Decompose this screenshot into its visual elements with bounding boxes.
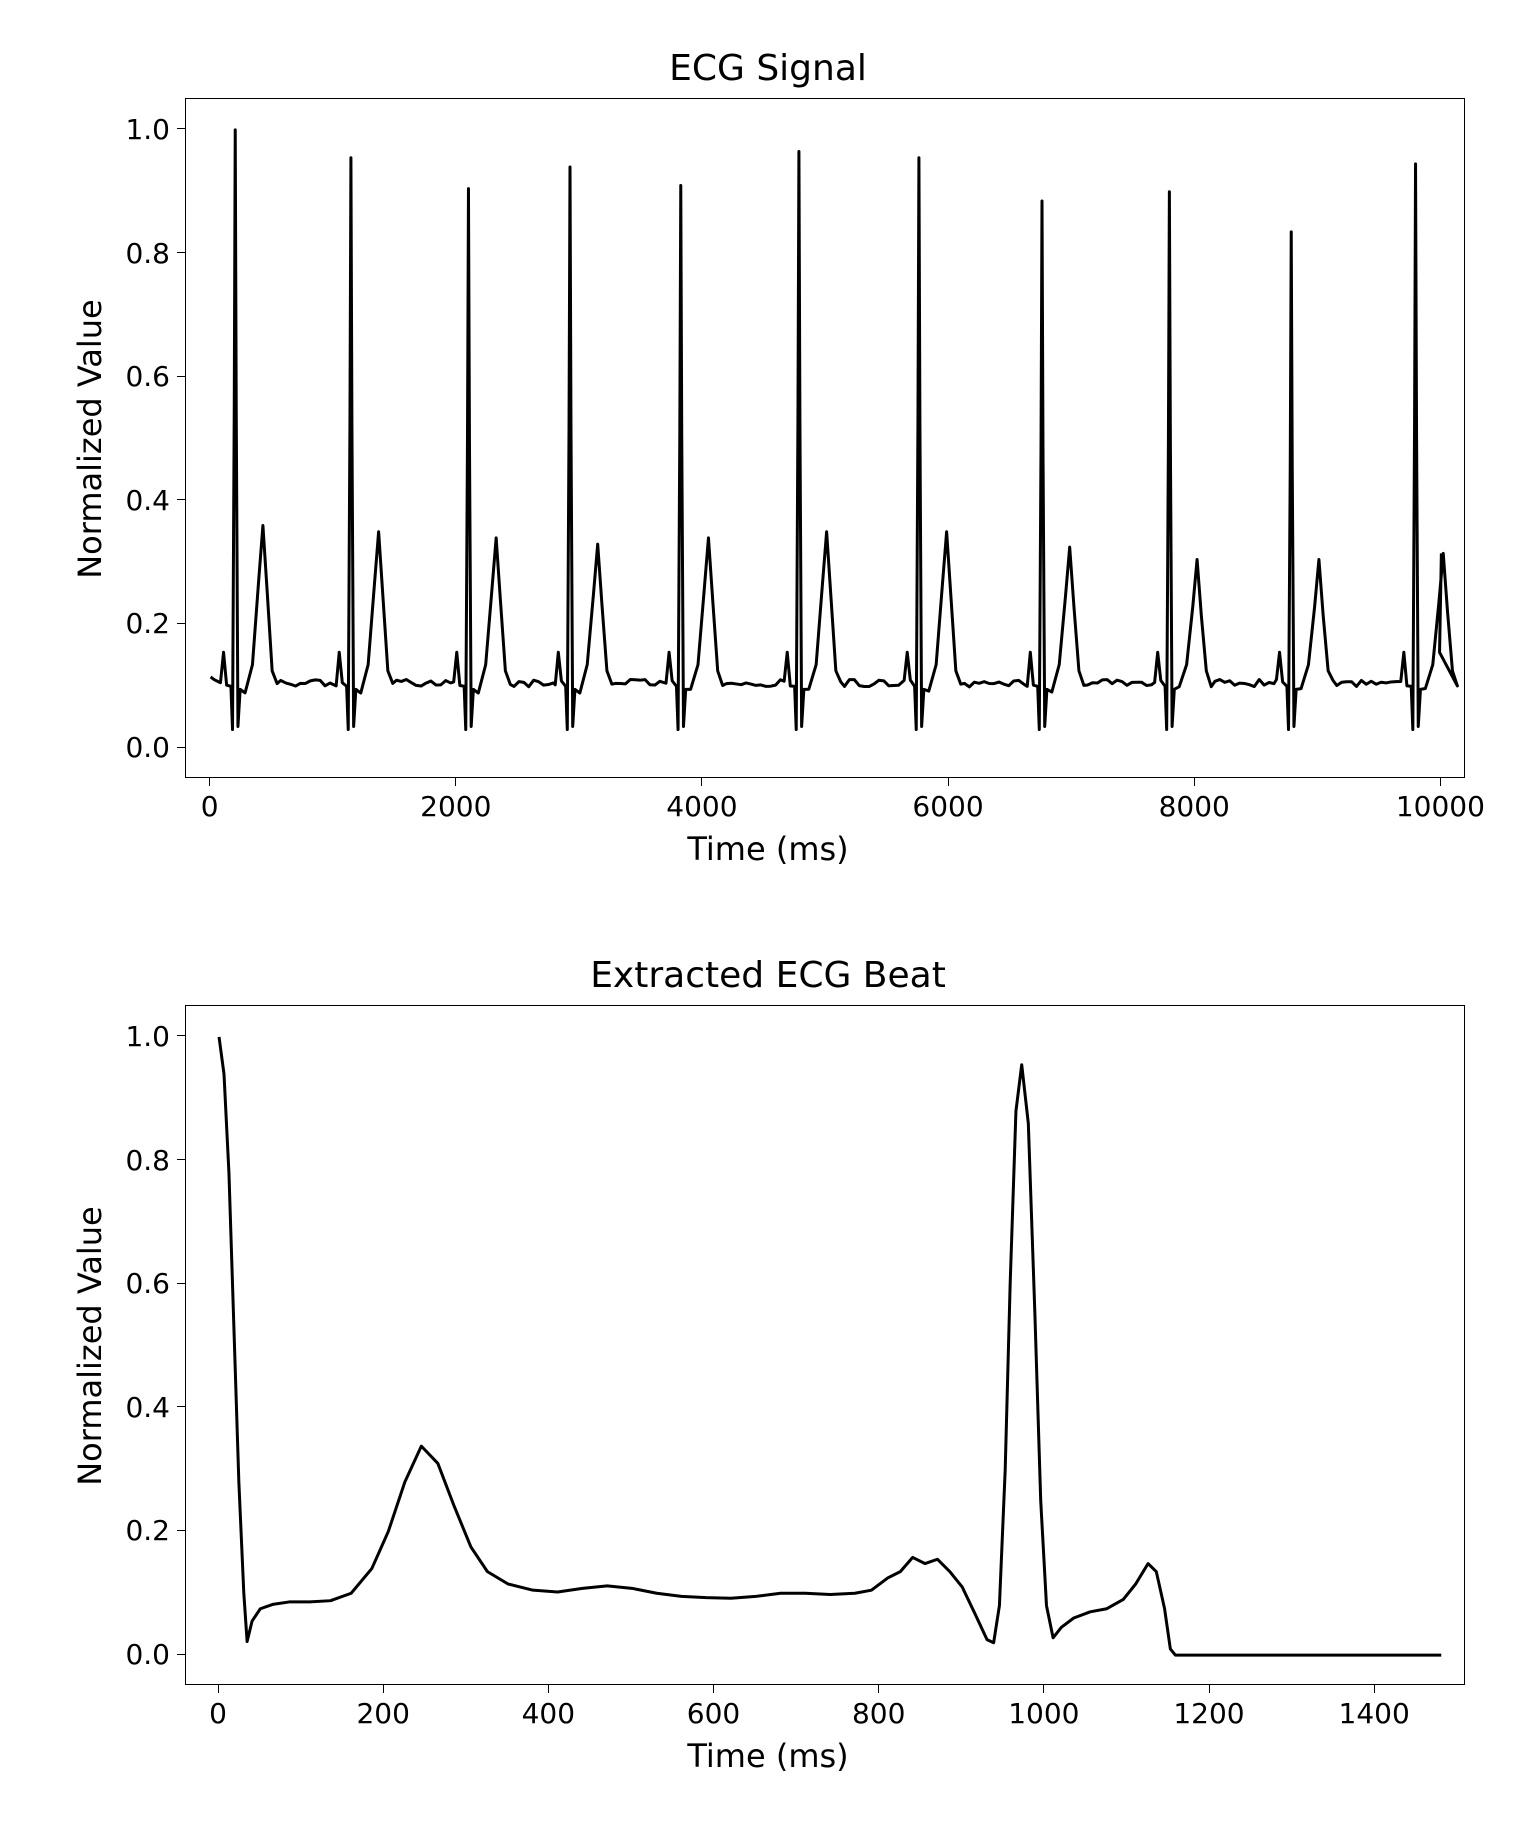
tick-label: 800 — [819, 1697, 939, 1730]
tick-label: 0.6 — [110, 1267, 170, 1300]
tick-mark — [177, 1159, 185, 1160]
tick-mark — [548, 1685, 549, 1693]
chart2-line — [186, 1006, 1466, 1686]
tick-label: 1000 — [984, 1697, 1104, 1730]
chart2-axes — [185, 1005, 1465, 1685]
tick-mark — [383, 1685, 384, 1693]
tick-mark — [177, 1035, 185, 1036]
tick-label: 600 — [654, 1697, 774, 1730]
tick-mark — [177, 1283, 185, 1284]
tick-mark — [177, 1406, 185, 1407]
chart2-xlabel: Time (ms) — [0, 1737, 1536, 1775]
tick-label: 0.4 — [110, 1391, 170, 1424]
tick-label: 0.2 — [110, 1514, 170, 1547]
tick-mark — [177, 1654, 185, 1655]
tick-mark — [218, 1685, 219, 1693]
tick-mark — [177, 1530, 185, 1531]
tick-label: 1400 — [1314, 1697, 1434, 1730]
chart2-ylabel: Normalized Value — [71, 1196, 109, 1496]
ecg-beat-panel: Extracted ECG Beat Normalized Value Time… — [0, 0, 1536, 1831]
tick-label: 0.8 — [110, 1144, 170, 1177]
tick-mark — [1209, 1685, 1210, 1693]
tick-mark — [713, 1685, 714, 1693]
tick-label: 400 — [488, 1697, 608, 1730]
tick-label: 1200 — [1149, 1697, 1269, 1730]
tick-mark — [878, 1685, 879, 1693]
tick-label: 0.0 — [110, 1638, 170, 1671]
chart2-title: Extracted ECG Beat — [0, 955, 1536, 996]
tick-label: 0 — [158, 1697, 278, 1730]
ecg-beat-line — [219, 1037, 1441, 1655]
tick-mark — [1374, 1685, 1375, 1693]
tick-label: 200 — [323, 1697, 443, 1730]
tick-mark — [1043, 1685, 1044, 1693]
tick-label: 1.0 — [110, 1020, 170, 1053]
